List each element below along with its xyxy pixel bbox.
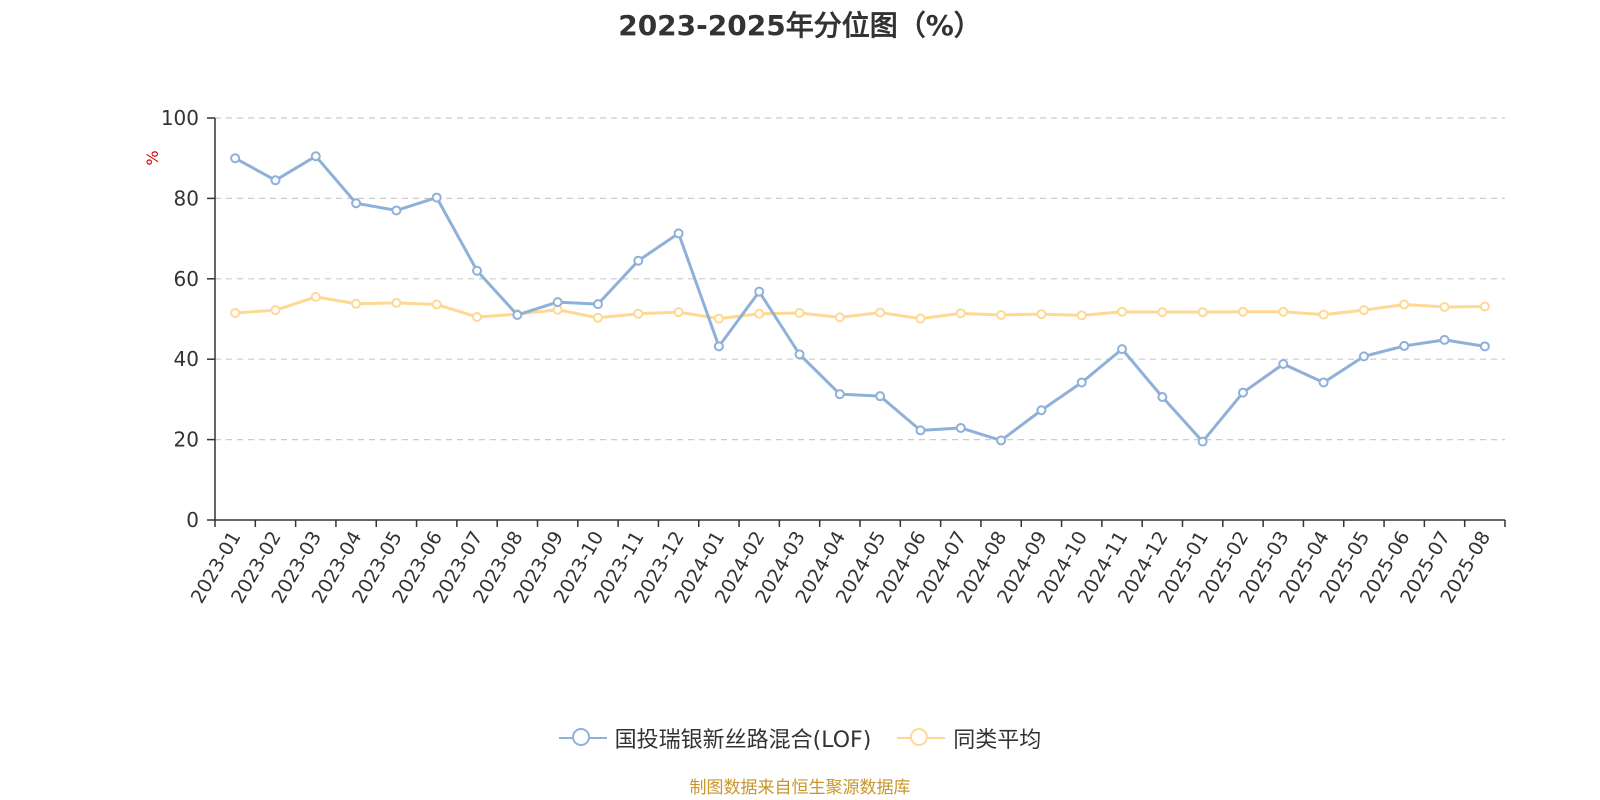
data-point-0-10 [633,255,644,266]
data-point-0-21 [1076,377,1087,388]
data-point-0-29 [1399,340,1410,351]
data-point-0-8 [552,297,563,308]
legend: 国投瑞银新丝路混合(LOF) 同类平均 [0,722,1600,754]
series-0 [230,151,1490,447]
data-point-0-28 [1358,351,1369,362]
data-point-0-18 [955,422,966,433]
data-point-1-21 [1076,310,1087,321]
data-point-0-22 [1117,344,1128,355]
data-point-1-27 [1318,309,1329,320]
data-point-0-9 [592,299,603,310]
y-tick-labels: 0 20 40 60 80 100 [161,106,199,532]
data-point-0-16 [875,391,886,402]
data-point-1-24 [1197,307,1208,318]
data-point-1-5 [431,299,442,310]
data-point-0-30 [1439,334,1450,345]
data-point-0-6 [472,265,483,276]
series-line-1 [235,295,1485,321]
data-point-1-26 [1278,306,1289,317]
data-point-0-20 [1036,405,1047,416]
y-tick-label-60: 60 [174,267,199,291]
data-point-1-14 [794,307,805,318]
legend-swatch-fund [558,726,607,750]
data-point-1-16 [875,307,886,318]
data-point-1-0 [230,307,241,318]
data-point-1-6 [472,311,483,322]
data-point-0-0 [230,153,241,164]
data-point-1-3 [351,298,362,309]
chart-title: 2023-2025年分位图（%） [618,9,982,42]
data-point-1-12 [713,313,724,324]
data-point-1-15 [834,312,845,323]
series-1 [230,291,1490,324]
data-point-0-11 [673,228,684,239]
data-point-0-27 [1318,377,1329,388]
data-point-0-12 [713,341,724,352]
grid-lines [215,117,1505,441]
axes [207,117,1506,527]
data-point-1-9 [592,312,603,323]
data-point-0-2 [310,151,321,162]
data-point-0-25 [1237,387,1248,398]
data-point-0-23 [1157,391,1168,402]
data-point-0-15 [834,389,845,400]
data-point-1-4 [391,297,402,308]
data-point-1-2 [310,291,321,302]
data-point-0-31 [1479,341,1490,352]
data-point-0-26 [1278,359,1289,370]
data-point-1-19 [996,309,1007,320]
y-tick-label-80: 80 [174,186,199,210]
data-point-1-25 [1237,306,1248,317]
data-point-0-4 [391,205,402,216]
data-point-1-13 [754,308,765,319]
data-point-0-24 [1197,436,1208,447]
legend-item-fund[interactable]: 国投瑞银新丝路混合(LOF) [558,722,872,754]
legend-item-category-average[interactable]: 同类平均 [897,722,1041,754]
data-point-1-10 [633,308,644,319]
data-point-0-14 [794,349,805,360]
data-point-1-17 [915,313,926,324]
data-point-1-20 [1036,309,1047,320]
legend-label-average: 同类平均 [953,728,1042,753]
data-point-0-7 [512,309,523,320]
data-point-1-1 [270,305,281,316]
y-tick-label-0: 0 [186,508,199,532]
data-point-0-1 [270,175,281,186]
data-point-1-30 [1439,301,1450,312]
data-point-0-3 [351,198,362,209]
legend-swatch-average [897,726,946,750]
data-source-note: 制图数据来自恒生聚源数据库 [689,778,911,798]
y-tick-label-20: 20 [174,428,199,452]
data-point-1-31 [1479,301,1490,312]
data-point-0-13 [754,286,765,297]
series-line-0 [234,154,1486,444]
y-axis-label: % [143,150,162,165]
data-point-1-22 [1117,306,1128,317]
legend-marker-average [910,728,929,746]
series-group [230,151,1490,447]
y-tick-label-100: 100 [161,106,199,130]
data-point-0-5 [431,192,442,203]
data-point-1-18 [955,308,966,319]
data-point-0-17 [915,425,926,436]
data-point-0-19 [996,435,1007,446]
x-tick-labels: 2023-012023-022023-032023-042023-052023-… [187,528,1495,608]
legend-label-fund: 国投瑞银新丝路混合(LOF) [614,728,872,753]
data-point-1-11 [673,307,684,318]
data-point-1-29 [1399,299,1410,310]
y-tick-label-40: 40 [174,347,199,371]
data-point-1-23 [1157,307,1168,318]
legend-marker-fund [571,728,590,746]
data-point-1-28 [1358,305,1369,316]
